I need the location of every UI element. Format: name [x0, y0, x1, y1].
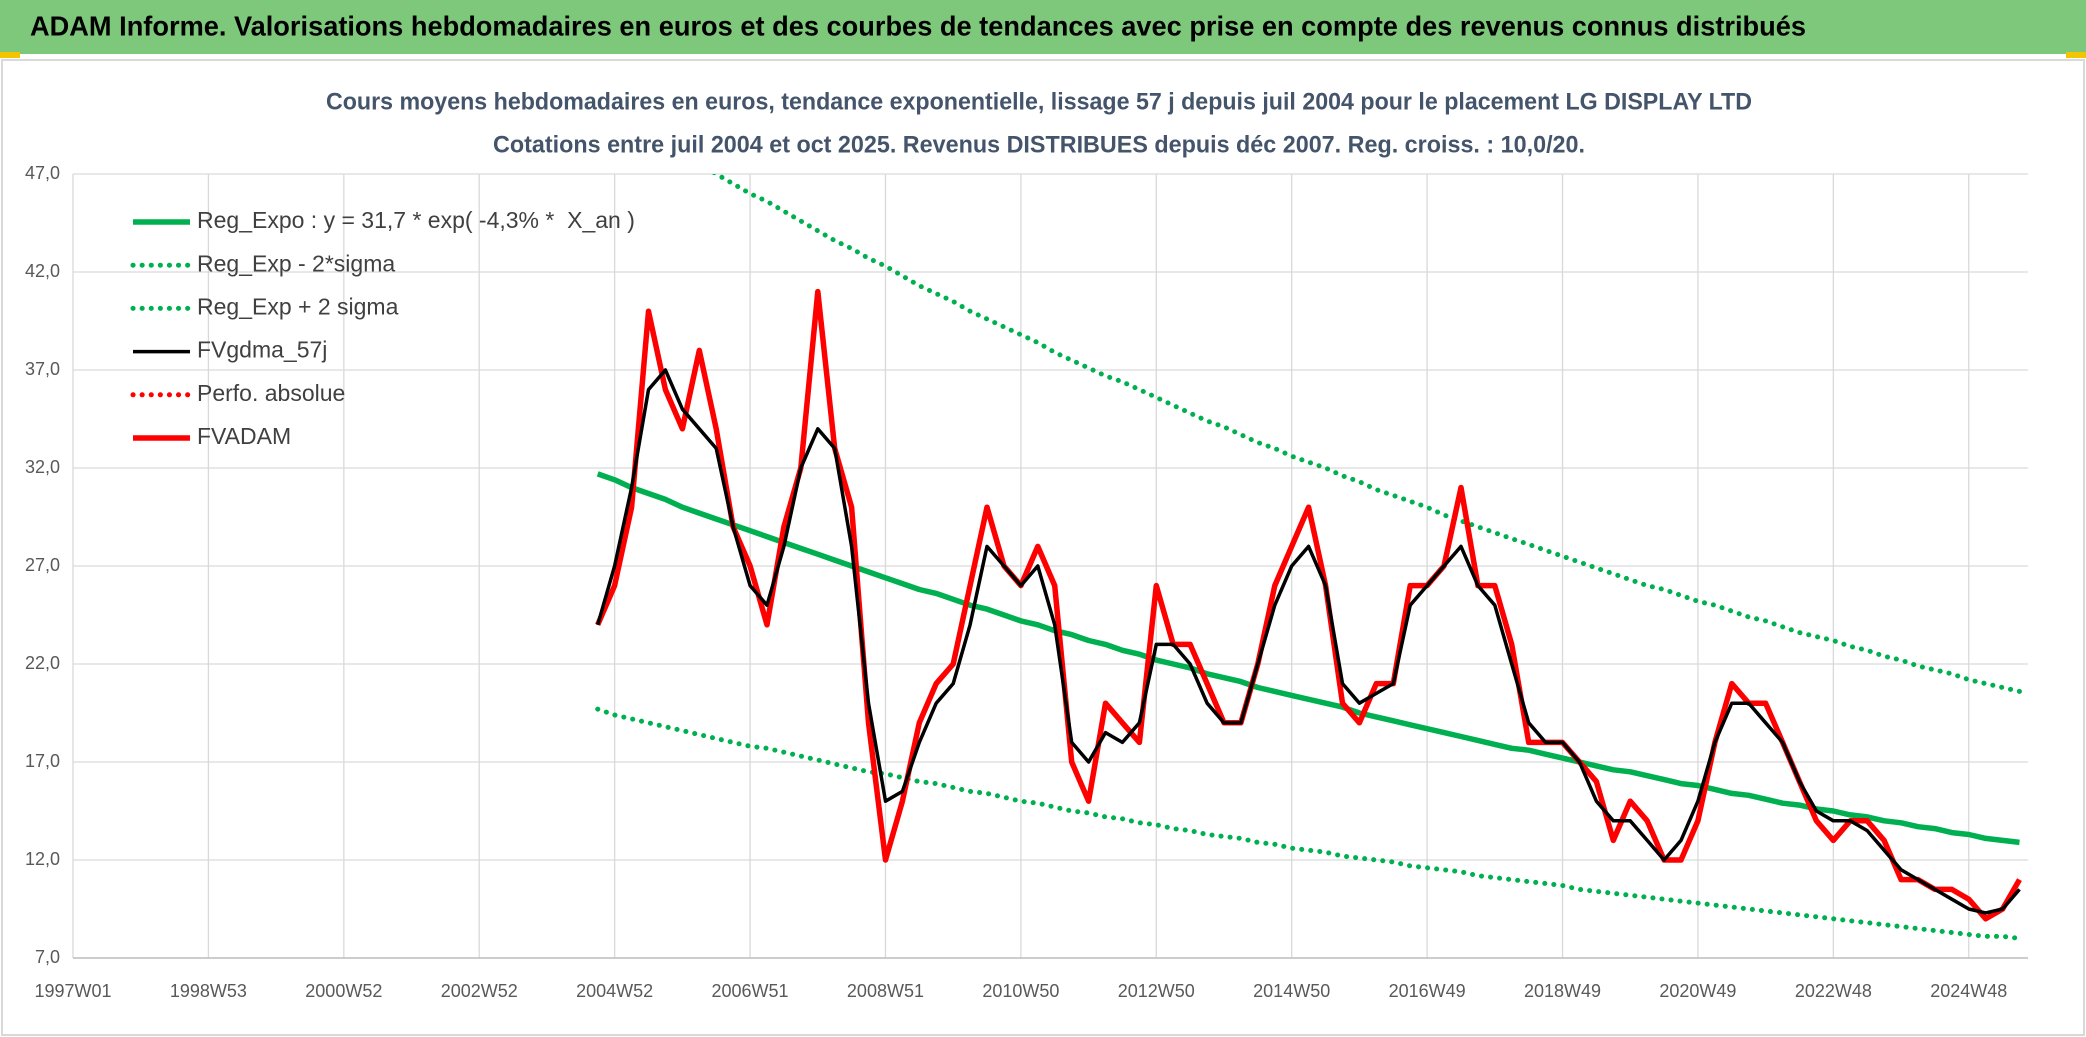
y-tick-label: 27,0 — [25, 555, 60, 575]
x-tick-label: 2004W52 — [576, 981, 653, 1001]
chart-subtitle: Cotations entre juil 2004 et oct 2025. R… — [493, 131, 1585, 158]
legend-label: FVADAM — [197, 423, 291, 449]
chart-title: Cours moyens hebdomadaires en euros, ten… — [326, 88, 1752, 115]
y-tick-label: 37,0 — [25, 359, 60, 379]
x-tick-label: 1998W53 — [170, 981, 247, 1001]
y-tick-label: 42,0 — [25, 261, 60, 281]
y-tick-label: 7,0 — [35, 947, 60, 967]
series-line — [596, 368, 2021, 915]
x-tick-label: 2000W52 — [305, 981, 382, 1001]
x-tick-label: 2016W49 — [1389, 981, 1466, 1001]
plot-lines — [595, 174, 2022, 941]
series-line — [596, 471, 2020, 846]
y-tick-label: 32,0 — [25, 457, 60, 477]
header-title: ADAM Informe. Valorisations hebdomadaire… — [30, 10, 1806, 41]
y-tick-label: 22,0 — [25, 653, 60, 673]
corner-mark — [2066, 52, 2086, 58]
x-tick-label: 2024W48 — [1930, 981, 2007, 1001]
series-line — [711, 174, 2022, 694]
x-tick-label: 2020W49 — [1659, 981, 1736, 1001]
legend-label: Reg_Expo : y = 31,7 * exp( -4,3% * X_an … — [197, 207, 635, 233]
y-tick-label: 17,0 — [25, 751, 60, 771]
grid: 7,0 12,0 17,0 22,0 27,0 32,0 37,0 42,0 47,0 1997W… — [25, 163, 2028, 1001]
legend-label: FVgdma_57j — [197, 337, 327, 363]
legend-label: Perfo. absolue — [197, 380, 345, 406]
series-line — [595, 706, 2022, 941]
chart-frame — [1, 59, 2085, 1036]
corner-mark — [0, 52, 20, 58]
x-tick-label: 2022W48 — [1795, 981, 1872, 1001]
legend: Reg_Expo : y = 31,7 * exp( -4,3% * X_an … — [130, 207, 635, 449]
y-tick-label: 12,0 — [25, 849, 60, 869]
x-tick-label: 2012W50 — [1118, 981, 1195, 1001]
legend-label: Reg_Exp + 2 sigma — [197, 293, 399, 319]
x-tick-label: 2018W49 — [1524, 981, 1601, 1001]
header-band — [0, 0, 2086, 54]
legend-label: Reg_Exp - 2*sigma — [197, 250, 395, 276]
x-tick-label: 2008W51 — [847, 981, 924, 1001]
x-tick-label: 2014W50 — [1253, 981, 1330, 1001]
y-tick-label: 47,0 — [25, 163, 60, 183]
x-tick-label: 2006W51 — [712, 981, 789, 1001]
x-tick-label: 1997W01 — [34, 981, 111, 1001]
x-tick-label: 2002W52 — [441, 981, 518, 1001]
x-tick-label: 2010W50 — [982, 981, 1059, 1001]
